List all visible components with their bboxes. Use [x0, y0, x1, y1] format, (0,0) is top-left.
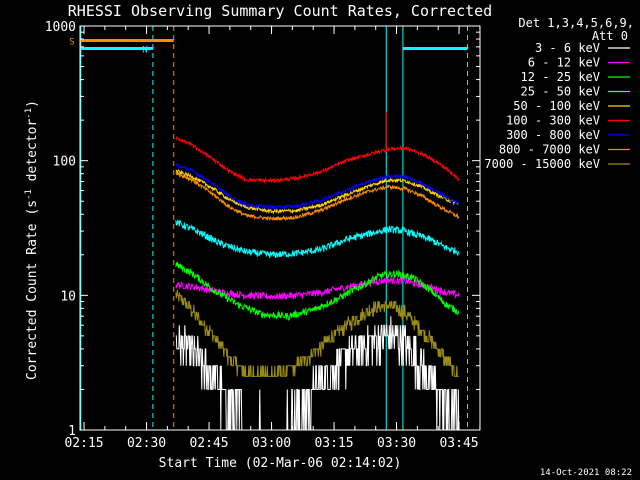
- footer-timestamp: 14-Oct-2021 08:22: [540, 468, 632, 478]
- y-tick-label-1: 1: [68, 424, 76, 439]
- y-tick-label-100: 100: [53, 155, 76, 170]
- legend-header-attenuator: Att 0: [592, 29, 628, 43]
- plot-frame: [79, 25, 481, 431]
- series-line-7000-15000-keV: [175, 289, 459, 377]
- series-line-800-7000-keV: [175, 171, 460, 222]
- x-tick-label-03:15: 03:15: [314, 436, 353, 451]
- x-axis: 02:15 02:30 02:45 03:00 03:15 03:30 03:45: [64, 26, 481, 451]
- legend-entry-12-25-keV: 12 - 25 keV: [521, 70, 600, 84]
- legend-entry-100-300-keV: 100 - 300 keV: [506, 114, 600, 128]
- x-axis-label: Start Time (02-Mar-06 02:14:02): [159, 456, 402, 471]
- legend-entry-800-7000-keV: 800 - 7000 keV: [499, 143, 600, 157]
- legend-entry-300-800-keV: 300 - 800 keV: [506, 128, 600, 142]
- legend-entry-50-100-keV: 50 - 100 keV: [513, 99, 600, 113]
- series-line-6-12-keV: [175, 275, 460, 301]
- flag-label-S: S: [69, 38, 74, 48]
- series-line-25-50-keV: [175, 219, 460, 259]
- y-tick-label-1000: 1000: [45, 20, 76, 35]
- x-tick-label-02:15: 02:15: [64, 436, 103, 451]
- chart-title: RHESSI Observing Summary Count Rates, Co…: [68, 2, 492, 20]
- x-tick-label-03:30: 03:30: [377, 436, 416, 451]
- legend-entry-3-6-keV: 3 - 6 keV: [535, 41, 600, 55]
- flag-label-N: N: [142, 46, 147, 56]
- series-line-300-800-keV: [175, 162, 459, 211]
- y-axis-label: Corrected Count Rate (s-1 detector-1): [24, 100, 40, 380]
- legend-entry-6-12-keV: 6 - 12 keV: [528, 56, 600, 70]
- y-axis-label-main: Corrected Count Rate (s: [25, 200, 40, 380]
- legend-entry-25-50-keV: 25 - 50 keV: [521, 85, 600, 99]
- legend-entry-7000-15000-keV: 7000 - 15000 keV: [484, 157, 600, 171]
- x-tick-label-03:00: 03:00: [252, 436, 291, 451]
- y-axis-label-mid: detector: [25, 119, 40, 190]
- y-axis-label-sup1: -1: [24, 189, 34, 200]
- series-line-3-6-keV: [175, 316, 460, 430]
- y-axis-label-sup2: -1: [24, 108, 34, 119]
- y-axis: 1 10 100 1000: [45, 20, 480, 439]
- y-tick-label-10: 10: [60, 289, 76, 304]
- plot-area: [80, 26, 468, 430]
- plot-border: [79, 25, 481, 431]
- x-tick-label-02:45: 02:45: [189, 436, 228, 451]
- x-tick-label-03:45: 03:45: [439, 436, 478, 451]
- series-line-50-100-keV: [175, 169, 459, 215]
- x-tick-label-02:30: 02:30: [127, 436, 166, 451]
- legend-header-detectors: Det 1,3,4,5,6,9,: [518, 16, 634, 30]
- series-line-100-300-keV: [175, 136, 460, 185]
- y-axis-label-end: ): [25, 100, 40, 108]
- series-line-12-25-keV: [175, 261, 460, 322]
